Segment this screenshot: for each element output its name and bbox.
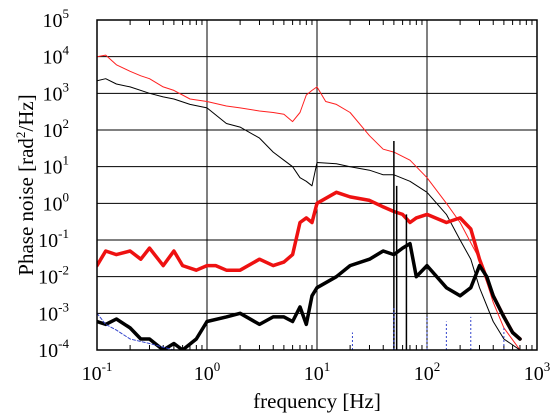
y-tick-label: 104 bbox=[43, 43, 70, 69]
y-tick-label: 10-2 bbox=[38, 263, 69, 289]
y-tick-base: 10 bbox=[43, 120, 63, 142]
y-tick-base: 10 bbox=[38, 267, 58, 289]
series-line-2 bbox=[97, 78, 521, 350]
x-tick-base: 10 bbox=[82, 363, 102, 385]
y-tick-label: 102 bbox=[43, 116, 70, 142]
y-tick-base: 10 bbox=[38, 303, 58, 325]
x-tick-base: 10 bbox=[524, 363, 544, 385]
y-axis-title: Phase noise [rad2/Hz] bbox=[13, 94, 38, 275]
y-tick-exponent: -3 bbox=[58, 299, 69, 314]
y-tick-exponent: -2 bbox=[58, 263, 69, 278]
x-tick-exponent: -1 bbox=[102, 359, 113, 374]
y-tick-exponent: 2 bbox=[63, 116, 70, 131]
y-tick-label: 105 bbox=[43, 6, 70, 32]
x-tick-base: 10 bbox=[194, 363, 214, 385]
y-tick-exponent: 4 bbox=[63, 43, 70, 58]
y-axis-title-suffix: /Hz] bbox=[14, 94, 38, 131]
y-tick-label: 100 bbox=[43, 189, 70, 215]
x-tick-exponent: 2 bbox=[434, 359, 441, 374]
x-tick-label: 102 bbox=[414, 359, 441, 385]
y-tick-base: 10 bbox=[38, 230, 58, 252]
x-ticks: 10-1 100 101 102 103 bbox=[82, 359, 550, 385]
x-tick-exponent: 3 bbox=[544, 359, 550, 374]
y-tick-label: 101 bbox=[43, 153, 70, 179]
series-layer bbox=[97, 54, 522, 350]
x-tick-label: 10-1 bbox=[82, 359, 113, 385]
y-tick-exponent: -1 bbox=[58, 226, 69, 241]
series-line-1 bbox=[97, 54, 521, 350]
x-tick-exponent: 1 bbox=[324, 359, 331, 374]
y-tick-base: 10 bbox=[43, 83, 63, 105]
y-tick-label: 10-1 bbox=[38, 226, 69, 252]
y-tick-base: 10 bbox=[43, 10, 63, 32]
y-tick-exponent: 3 bbox=[63, 79, 70, 94]
x-axis-title: frequency [Hz] bbox=[253, 389, 381, 413]
y-tick-exponent: 5 bbox=[63, 6, 70, 21]
y-axis-title-prefix: Phase noise [rad bbox=[14, 138, 38, 276]
y-tick-base: 10 bbox=[43, 157, 63, 179]
y-tick-base: 10 bbox=[43, 193, 63, 215]
y-tick-exponent: 1 bbox=[63, 153, 70, 168]
x-tick-exponent: 0 bbox=[214, 359, 221, 374]
y-tick-label: 103 bbox=[43, 79, 70, 105]
x-tick-base: 10 bbox=[304, 363, 324, 385]
y-tick-base: 10 bbox=[43, 47, 63, 69]
series-line-5 bbox=[97, 312, 175, 350]
series-line-3 bbox=[97, 190, 522, 341]
y-tick-exponent: -4 bbox=[58, 336, 69, 351]
plot-frame bbox=[96, 19, 538, 351]
y-axis-title-sup: 2 bbox=[13, 132, 28, 139]
y-tick-label: 10-4 bbox=[38, 336, 69, 362]
x-tick-base: 10 bbox=[414, 363, 434, 385]
x-tick-label: 100 bbox=[194, 359, 221, 385]
x-tick-label: 103 bbox=[524, 359, 550, 385]
y-tick-exponent: 0 bbox=[63, 189, 70, 204]
y-tick-base: 10 bbox=[38, 340, 58, 362]
x-tick-label: 101 bbox=[304, 359, 331, 385]
y-tick-label: 10-3 bbox=[38, 299, 69, 325]
